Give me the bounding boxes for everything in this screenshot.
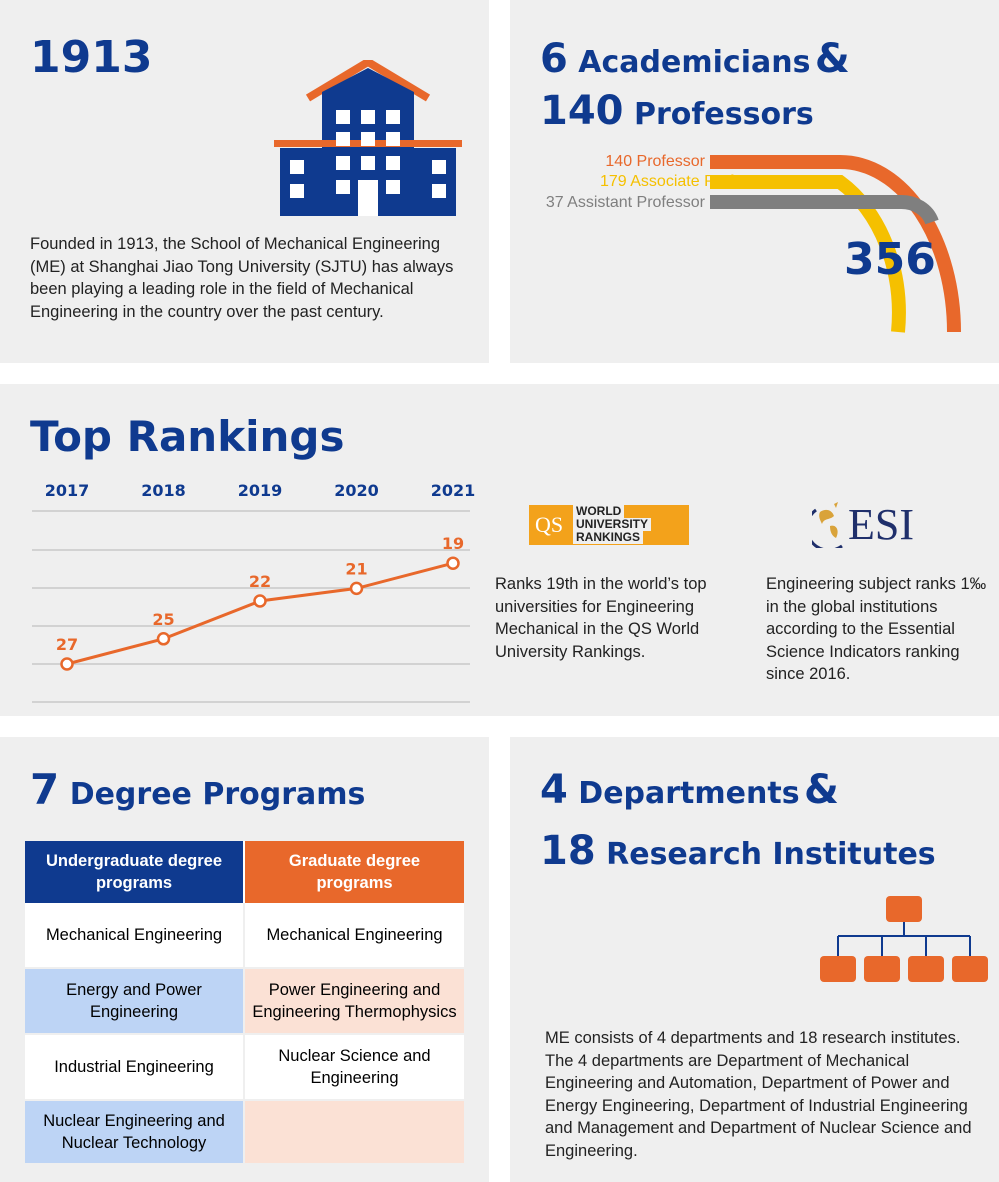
qs-logo: QS WORLD UNIVERSITY RANKINGS — [529, 505, 691, 547]
ranking-data-label: 21 — [345, 559, 367, 578]
professors-heading: 140 Professors — [540, 88, 814, 134]
x-tick-label: 2019 — [238, 481, 283, 500]
ug-program-cell: Nuclear Engineering and Nuclear Technolo… — [25, 1101, 245, 1163]
departments-heading: 4 Departments & — [540, 767, 839, 813]
ranking-data-label: 25 — [152, 610, 174, 629]
professors-count: 140 — [540, 88, 624, 134]
org-chart-icon — [820, 896, 988, 982]
rankings-panel: Top Rankings 2017 2018 2019 2020 2021 27 25 22 2… — [0, 384, 999, 716]
ranking-data-label: 19 — [442, 534, 464, 553]
ranking-point — [60, 657, 74, 671]
ug-program-cell: Mechanical Engineering — [25, 903, 245, 969]
institutes-count: 18 — [540, 828, 596, 874]
founded-description: Founded in 1913, the School of Mechanica… — [30, 235, 454, 321]
qs-logo-line2: UNIVERSITY — [573, 518, 652, 531]
academicians-heading: 6 Academicians & — [540, 36, 850, 82]
ranking-point — [156, 632, 171, 646]
departments-panel: 4 Departments & 18 Research Institutes M… — [510, 737, 999, 1182]
bar-label-associate: 179 Associate Professor — [600, 173, 773, 190]
founded-panel: 1913 Founded in 1913, the School of Mech… — [0, 0, 489, 363]
ranking-point — [446, 556, 460, 570]
x-tick-label: 2018 — [141, 481, 186, 500]
qs-logo-mark: QS — [529, 505, 569, 545]
faculty-panel: 6 Academicians & 140 Professors 140 Prof… — [510, 0, 999, 363]
faculty-arc-chart — [710, 155, 961, 333]
departments-description: ME consists of 4 departments and 18 rese… — [545, 1029, 972, 1160]
grad-program-cell: Nuclear Science and Engineering — [245, 1035, 464, 1101]
degrees-heading: 7 Degree Programs — [30, 765, 365, 814]
founded-year: 1913 — [30, 32, 153, 83]
grad-header: Graduate degree programs — [245, 841, 464, 903]
degree-programs-table: Undergraduate degree programs Graduate d… — [25, 841, 464, 1163]
bar-label-assistant: 37 Assistant Professor — [545, 194, 705, 211]
building-icon — [274, 60, 462, 216]
globe-icon — [812, 502, 843, 548]
ranking-data-label: 22 — [249, 572, 271, 591]
ug-program-cell: Industrial Engineering — [25, 1035, 245, 1101]
esi-logo-text: ESI — [848, 500, 914, 549]
assistant-arc — [710, 195, 939, 225]
ampersand: & — [804, 767, 839, 813]
qs-logo-line3: RANKINGS — [573, 531, 644, 544]
professors-label: Professors — [633, 97, 814, 132]
grad-program-cell: Power Engineering and Engineering Thermo… — [245, 969, 464, 1035]
institutes-heading: 18 Research Institutes — [540, 828, 936, 874]
faculty-total: 356 — [844, 234, 936, 285]
ranking-point — [253, 594, 267, 608]
ranking-data-label: 27 — [56, 635, 78, 654]
rankings-line-chart: 2017 2018 2019 2020 2021 27 25 22 21 19 — [32, 481, 476, 703]
grad-program-cell — [245, 1101, 464, 1163]
qs-logo-line1: WORLD — [573, 505, 625, 518]
rankings-title: Top Rankings — [30, 412, 345, 461]
associate-arc — [710, 175, 906, 333]
departments-label: Departments — [578, 776, 800, 811]
degrees-count: 7 — [30, 765, 60, 814]
ampersand: & — [814, 36, 850, 82]
degrees-panel: 7 Degree Programs Undergraduate degree p… — [0, 737, 489, 1182]
ug-header: Undergraduate degree programs — [25, 841, 245, 903]
institutes-label: Research Institutes — [606, 837, 936, 872]
academicians-count: 6 — [540, 36, 568, 82]
esi-description: Engineering subject ranks 1‰ in the glob… — [766, 575, 987, 683]
degrees-label: Degree Programs — [69, 777, 366, 812]
ug-program-cell: Energy and Power Engineering — [25, 969, 245, 1035]
ranking-point — [349, 581, 364, 596]
x-tick-label: 2020 — [334, 481, 379, 500]
departments-count: 4 — [540, 767, 568, 813]
bar-label-professor: 140 Professor — [605, 153, 705, 170]
grad-program-cell: Mechanical Engineering — [245, 903, 464, 969]
x-tick-label: 2017 — [45, 481, 90, 500]
x-tick-label: 2021 — [431, 481, 476, 500]
academicians-label: Academicians — [578, 45, 811, 80]
esi-logo: ESI — [812, 500, 942, 550]
qs-description: Ranks 19th in the world’s top universiti… — [495, 575, 707, 661]
